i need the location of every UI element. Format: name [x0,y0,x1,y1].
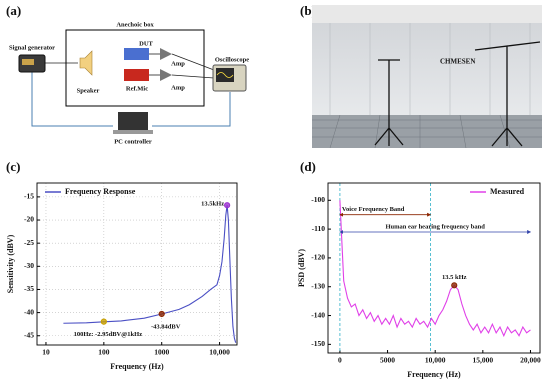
y-tick-label: -45 [24,330,34,339]
x-tick-label: 10,000 [425,356,446,365]
panel-label: (b) [300,3,316,18]
annotation-label: 100Hz: -2.95dBV@1kHz [74,331,143,338]
x-axis-title: Frequency (Hz) [110,362,164,371]
panel-label: (d) [300,159,316,174]
y-axis-title: Sensitivity (dBV) [6,234,15,293]
screen [22,59,34,65]
charts: 10 100 1000 10,000 -15 -20 -25 -30 -35 -40 -45 13.5… [6,182,541,379]
y-tick-label: -120 [311,253,325,262]
x-tick-label: 10 [42,348,50,357]
cable [171,53,215,71]
cable [152,92,231,127]
y-tick-label: -25 [24,238,34,247]
annotation-point [158,310,165,318]
panel-seams [329,23,531,115]
label: Ref.Mic [126,85,148,92]
amp [160,69,172,81]
label: Speaker [77,87,100,94]
panel-label: (a) [6,3,21,18]
x-axis-title: Frequency (Hz) [407,370,461,379]
ceiling [312,5,542,23]
label: Amp [171,60,185,67]
annotation-point [224,202,231,209]
logo: CHMESEN [440,58,475,66]
annotation-point [100,318,107,325]
trace [216,72,234,78]
x-tick-label: 100 [98,348,110,357]
annotation-label: 13.5kHz [201,201,224,208]
y-tick-label: -100 [311,195,325,204]
band-label: Voice Frequency Band [342,206,405,213]
y-tick-label: -15 [24,192,34,201]
series-line [63,205,237,343]
grating [312,114,542,149]
plot-frame [327,182,541,354]
x-tick-label: 20,000 [520,356,541,365]
y-tick-label: -110 [312,224,326,233]
y-tick-label: -130 [311,281,325,290]
band-label: Human ear hearing frequency band [385,223,485,230]
label: Signal generator [9,44,55,51]
mic-stand [474,41,541,147]
anechoic-box [65,29,205,107]
label: Oscilloscope [215,56,249,63]
dut [124,48,149,60]
label: Anechoic box [116,21,154,28]
series-line [339,200,531,338]
y-tick-label: -30 [24,261,34,270]
cable [31,72,113,127]
label: PC controller [114,138,152,145]
x-tick-label: 5000 [380,356,395,365]
x-tick-label: 0 [338,356,342,365]
y-tick-label: -20 [24,215,34,224]
x-tick-label: 1000 [154,348,169,357]
cable [171,74,215,79]
y-tick-label: -40 [24,307,34,316]
y-tick-label: -35 [24,284,34,293]
annotation-label: -43.84dBV [151,323,181,330]
laptop-base [113,130,153,134]
annotation-point [451,282,458,289]
floor [312,115,542,148]
annotation-label: 13.5 kHz [442,274,467,281]
label: DUT [139,40,153,47]
mic-stand [374,59,404,146]
ref-mic [124,69,149,81]
amp [160,48,172,60]
speaker [79,50,93,76]
x-tick-label: 15,000 [473,356,494,365]
laptop-screen [118,112,148,130]
label: Amp [171,84,185,91]
plot-frame [36,182,238,346]
legend-label: Frequency Response [65,187,136,196]
photo: CHMESEN [312,5,542,149]
y-axis-title: PSD (dBV) [297,249,306,287]
diagram: Anechoic box Signal generator Speaker DU… [9,21,249,145]
x-tick-label: 10,000 [209,348,230,357]
panel-label: (c) [6,159,20,174]
y-tick-label: -150 [311,339,325,348]
legend-label: Measured [490,187,525,196]
y-tick-label: -140 [311,310,325,319]
